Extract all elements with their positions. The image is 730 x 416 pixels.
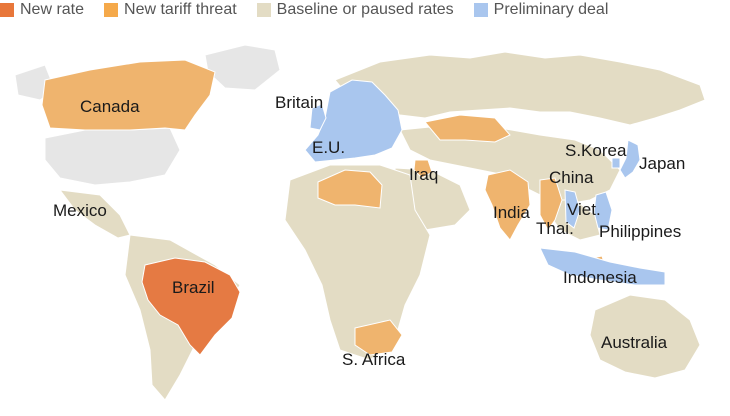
japan-region: [619, 139, 641, 179]
legend-item-baseline: Baseline or paused rates: [256, 1, 454, 19]
greenland-region: [204, 44, 281, 91]
legend-swatch-new-rate: [0, 3, 14, 17]
preliminary-deal-regions: [304, 79, 666, 286]
central-america-region: [58, 189, 131, 239]
legend-label-baseline: Baseline or paused rates: [276, 1, 454, 18]
new-rate-regions: [141, 257, 241, 356]
myanmar-region: [539, 177, 563, 231]
label-south-africa: S. Africa: [342, 350, 406, 369]
label-south-korea: S.Korea: [565, 141, 627, 160]
legend-label-new-tariff-threat: New tariff threat: [124, 1, 237, 18]
legend-label-new-rate: New rate: [20, 1, 85, 18]
russia-region: [334, 51, 706, 126]
new-threat-regions: [41, 59, 606, 356]
iraq-region: [413, 159, 433, 179]
indonesia-region: [539, 247, 666, 286]
label-canada: Canada: [80, 97, 140, 116]
britain-region: [309, 103, 327, 131]
label-india: India: [493, 203, 530, 222]
label-iraq: Iraq: [409, 165, 438, 184]
label-mexico: Mexico: [53, 201, 107, 220]
legend-swatch-new-tariff-threat: [104, 3, 119, 17]
legend-item-new-rate: New rate: [0, 1, 84, 19]
map-legend: New rate New tariff threat Baseline or p…: [0, 0, 608, 20]
label-japan: Japan: [639, 154, 685, 173]
india-region: [484, 169, 531, 241]
kazakhstan-region: [424, 114, 511, 143]
vietnam-region: [564, 189, 581, 229]
eu-region: [304, 79, 403, 163]
canada-region: [41, 59, 216, 131]
label-australia: Australia: [601, 333, 668, 352]
label-eu: E.U.: [312, 138, 345, 157]
label-vietnam: Viet.: [567, 200, 601, 219]
legend-label-preliminary-deal: Preliminary deal: [493, 1, 609, 18]
label-indonesia: Indonesia: [563, 268, 637, 287]
africa-region: [284, 164, 431, 361]
label-philippines: Philippines: [599, 222, 681, 241]
legend-swatch-baseline: [256, 3, 271, 17]
usa-region: [44, 127, 181, 186]
philippines-region: [593, 191, 613, 231]
brazil-region: [141, 257, 241, 356]
australia-region: [589, 294, 701, 379]
label-brazil: Brazil: [172, 278, 215, 297]
central-asia-region: [399, 124, 621, 206]
south-africa-region: [354, 319, 403, 356]
label-thailand: Thai.: [536, 219, 574, 238]
legend-swatch-preliminary-deal: [473, 3, 488, 17]
label-britain: Britain: [275, 93, 323, 112]
south-korea-region: [611, 157, 621, 169]
north-africa-region: [317, 169, 383, 209]
label-china: China: [549, 168, 594, 187]
legend-item-new-tariff-threat: New tariff threat: [104, 1, 237, 19]
no-data-regions: [14, 44, 281, 186]
legend-item-preliminary-deal: Preliminary deal: [473, 1, 609, 19]
